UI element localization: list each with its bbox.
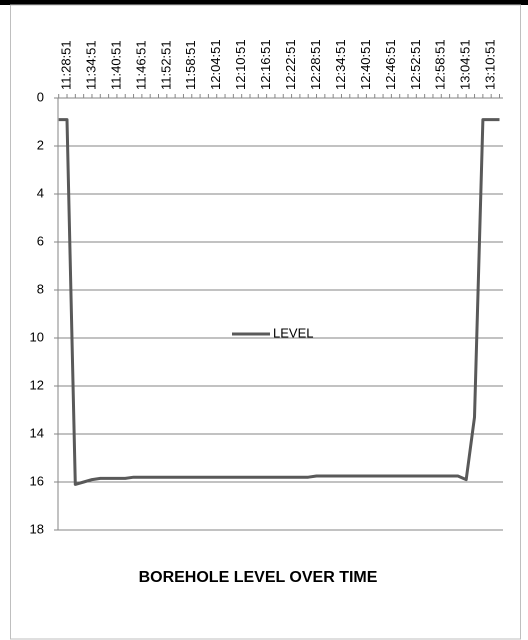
top-bar [0,0,528,5]
y-tick-label: 6 [37,233,44,248]
x-tick-label: 12:52:51 [408,39,423,90]
y-tick-label: 0 [37,89,44,104]
y-tick-label: 8 [37,281,44,296]
x-tick-label: 12:28:51 [308,39,323,90]
x-tick-label: 12:04:51 [208,39,223,90]
y-tick-label: 4 [37,185,44,200]
x-tick-label: 12:22:51 [283,39,298,90]
chart-border [10,4,521,640]
x-tick-label: 12:46:51 [383,39,398,90]
x-tick-label: 12:40:51 [358,39,373,90]
y-tick-label: 10 [30,329,44,344]
x-tick-label: 12:10:51 [233,39,248,90]
x-tick-label: 13:04:51 [458,39,473,90]
data-line [58,118,500,486]
chart-title: BOREHOLE LEVEL OVER TIME [139,569,378,586]
y-tick-label: 16 [30,473,44,488]
y-tick-label: 2 [37,137,44,152]
x-tick-label: 12:58:51 [433,39,448,90]
y-tick-label: 12 [30,377,44,392]
y-tick-label: 18 [30,521,44,536]
x-tick-label: 11:58:51 [183,40,198,90]
x-tick-label: 13:10:51 [483,39,498,90]
x-tick-label: 11:40:51 [108,40,123,90]
y-tick-label: 14 [30,425,44,440]
x-tick-label: 12:16:51 [258,39,273,90]
x-tick-label: 11:46:51 [133,40,148,90]
x-tick-label: 12:34:51 [333,39,348,90]
legend-label: LEVEL [273,325,313,340]
x-tick-label: 11:34:51 [83,40,98,90]
x-tick-label: 11:52:51 [158,40,173,90]
x-tick-label: 11:28:51 [58,40,73,90]
